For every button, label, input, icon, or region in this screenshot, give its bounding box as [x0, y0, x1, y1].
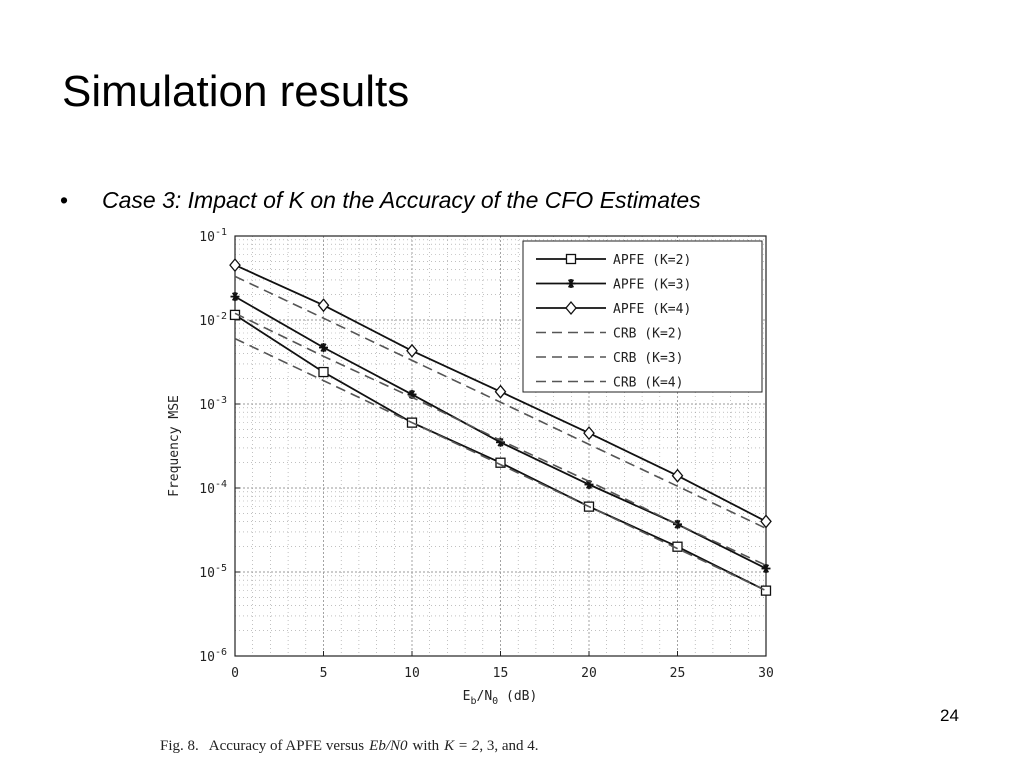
chart-ticks: 0 5 10 15 20 25 30 10-1 10-2 10-3 10-4 10-5 10-6: [199, 227, 774, 681]
figure-caption: Fig. 8. Accuracy of APFE versus Eb/N0 with K…: [160, 738, 538, 754]
bullet-marker: •: [60, 187, 69, 213]
series-line-5: [234, 312, 767, 567]
slide-title: Simulation results: [62, 67, 410, 116]
bullet-text: Case 3: Impact of K on the Accuracy of t…: [102, 187, 701, 213]
legend-label: APFE (K=4): [613, 302, 691, 317]
data-point: [230, 292, 240, 302]
x-tick-label: 5: [320, 666, 328, 681]
legend-marker: [565, 253, 577, 265]
x-tick-label: 30: [758, 666, 774, 681]
x-tick-label: 0: [231, 666, 239, 681]
data-point: [761, 564, 771, 574]
caption-math-x: Eb/N0: [368, 738, 408, 754]
x-tick-label: 20: [581, 666, 597, 681]
legend-label: CRB (K=4): [613, 376, 683, 391]
y-tick-label: 10-5: [199, 563, 227, 581]
page-number: 24: [940, 706, 959, 725]
caption-prefix: Fig. 8.: [160, 738, 199, 754]
x-label-main: E: [463, 689, 471, 704]
caption-text-b: with: [413, 738, 440, 754]
data-point: [229, 258, 241, 273]
y-tick-label: 10-2: [199, 311, 227, 329]
caption-math-k: K = 2: [443, 738, 480, 754]
legend-marker: [565, 300, 577, 316]
x-axis-label: Eb/N0 (dB): [463, 689, 538, 707]
caption-text-a: Accuracy of APFE versus: [209, 738, 365, 754]
y-tick-label: 10-3: [199, 395, 227, 413]
legend-box: [522, 240, 763, 393]
x-tick-label: 10: [404, 666, 420, 681]
data-point: [494, 384, 507, 399]
data-point: [760, 585, 772, 596]
x-label-sub1: b: [470, 696, 476, 707]
y-tick-label: 10-4: [199, 479, 227, 497]
legend-label: CRB (K=2): [613, 327, 683, 342]
data-point: [760, 514, 772, 529]
x-label-sub2: 0: [492, 696, 498, 707]
chart-legend: APFE (K=2) APFE (K=3) APFE (K=4) CRB (K=2) C…: [522, 240, 763, 393]
y-tick-label: 10-1: [199, 227, 227, 245]
data-point: [317, 298, 330, 313]
legend-label: APFE (K=3): [613, 278, 691, 293]
legend-label: CRB (K=3): [613, 351, 683, 366]
data-point: [318, 366, 329, 378]
legend-marker: [566, 279, 576, 288]
chart-series: [229, 258, 772, 596]
data-point: [671, 468, 684, 483]
caption-text-c: , 3, and 4.: [479, 738, 538, 754]
x-label-mid: /N: [477, 689, 493, 704]
series-line-6: [234, 275, 767, 530]
series-line-4: [234, 337, 767, 592]
x-tick-label: 15: [493, 666, 509, 681]
bullet-item: • Case 3: Impact of K on the Accuracy of…: [60, 187, 701, 214]
y-axis-label: Frequency MSE: [167, 395, 182, 497]
y-tick-label: 10-6: [199, 647, 227, 665]
data-point: [673, 519, 682, 529]
x-tick-label: 25: [670, 666, 686, 681]
x-label-tail: (dB): [498, 689, 537, 704]
data-point: [583, 426, 595, 441]
data-point: [319, 343, 328, 353]
legend-label: APFE (K=2): [613, 253, 691, 268]
data-point: [406, 343, 418, 358]
